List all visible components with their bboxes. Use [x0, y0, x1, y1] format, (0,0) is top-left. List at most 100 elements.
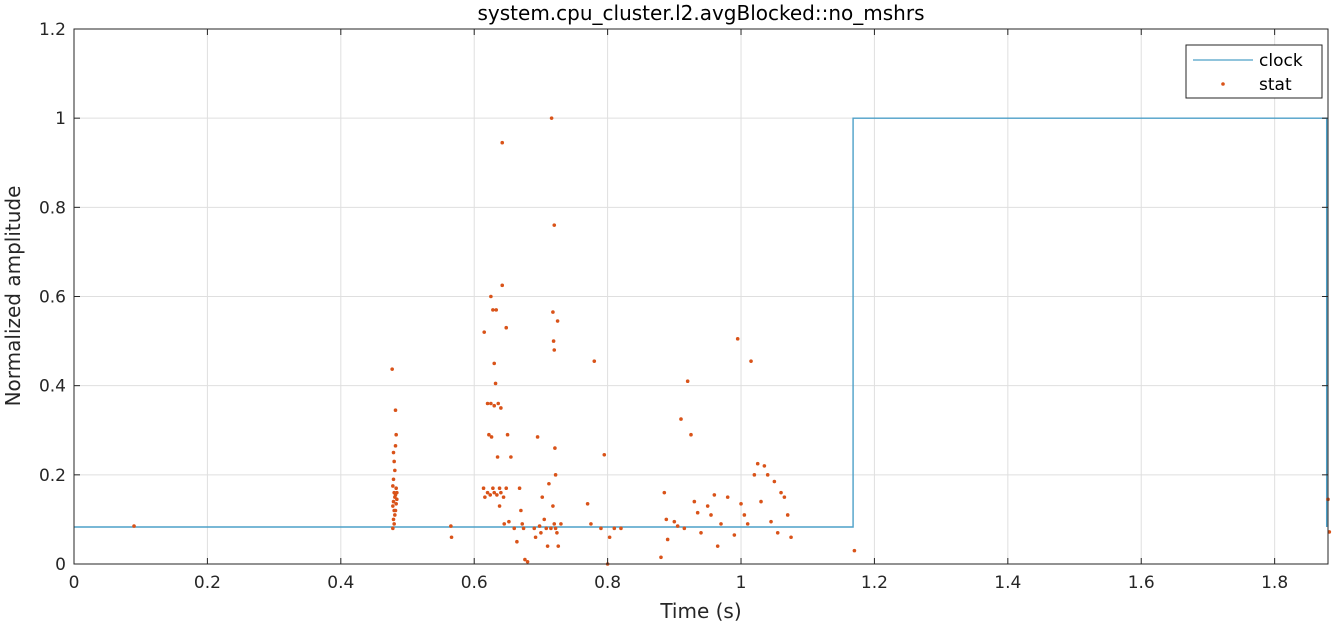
stat-point [449, 524, 453, 528]
stat-point [712, 493, 717, 497]
stat-point [497, 504, 502, 508]
stat-point [394, 486, 398, 491]
stat-point [664, 517, 669, 522]
stat-point [517, 486, 522, 491]
stat-point [494, 308, 499, 312]
stat-point [547, 481, 551, 486]
stat-point [549, 526, 553, 531]
stat-point [519, 508, 523, 513]
stat-point [659, 555, 663, 560]
y-axis-title: Normalized amplitude [1, 186, 25, 407]
x-tick-label: 1.6 [1128, 573, 1155, 593]
x-tick-label: 1 [736, 573, 747, 593]
stat-point [391, 517, 396, 522]
y-tick-label: 0.8 [39, 198, 66, 218]
stat-point [485, 490, 490, 495]
stat-point [709, 513, 713, 517]
stat-point [392, 522, 396, 526]
stat-point [551, 339, 556, 343]
stat-point [545, 544, 550, 548]
stat-point [523, 557, 527, 562]
stat-point [685, 379, 690, 384]
stat-point [489, 294, 493, 299]
stat-point [393, 408, 398, 412]
legend-stat-swatch [1221, 82, 1225, 86]
stat-point [491, 486, 495, 491]
stat-point [852, 548, 857, 553]
stat-point [132, 524, 136, 528]
stat-point [499, 490, 503, 495]
stat-point [539, 530, 543, 535]
stat-point [662, 490, 667, 495]
stat-point [692, 499, 697, 504]
stat-point [394, 502, 398, 506]
stat-point [515, 539, 519, 544]
stat-point [552, 522, 557, 526]
legend-stat-label: stat [1259, 75, 1292, 95]
x-tick-labels: 0 0.2 0.4 0.6 0.8 1 1.2 1.4 1.6 1.8 [69, 573, 1289, 593]
stat-point [492, 361, 497, 366]
stat-point [507, 519, 511, 524]
stat-point [488, 493, 493, 497]
stat-point [765, 473, 770, 477]
stat-point [499, 406, 503, 410]
stat-point [391, 499, 396, 504]
x-tick-label: 1.4 [994, 573, 1021, 593]
stat-point [755, 461, 760, 466]
x-tick-label: 0.6 [461, 573, 488, 593]
y-tick-label: 0.6 [39, 288, 66, 308]
y-tick-labels: 0 0.2 0.4 0.6 0.8 1 1.2 [39, 20, 66, 575]
stat-point [481, 486, 486, 491]
stat-point [665, 537, 670, 542]
stat-point [672, 519, 677, 524]
stat-point [391, 484, 395, 488]
stat-point [769, 519, 773, 524]
stat-point [742, 513, 747, 517]
stat-point [675, 524, 680, 528]
stat-point [495, 493, 499, 497]
clock-line [74, 117, 1328, 528]
series-clock [74, 117, 1328, 528]
stat-point [501, 495, 506, 499]
stat-point [521, 526, 526, 531]
stat-point [504, 325, 509, 330]
x-tick-label: 1.8 [1261, 573, 1288, 593]
stat-point [525, 559, 530, 564]
stat-point [715, 544, 720, 548]
stat-point [735, 337, 740, 341]
legend-box [1185, 44, 1323, 99]
stat-point [555, 530, 559, 535]
stat-point [549, 116, 554, 120]
stat-point [759, 499, 763, 504]
y-tick-label: 0 [55, 555, 66, 575]
stat-point [695, 510, 700, 515]
x-axis-title: Time (s) [659, 599, 741, 623]
stat-point [559, 522, 563, 526]
stat-point [585, 502, 590, 506]
y-tick-label: 1.2 [39, 20, 66, 40]
stat-point [719, 522, 723, 526]
stat-point [556, 544, 561, 548]
stat-point [689, 432, 693, 437]
stat-point [789, 535, 793, 540]
stat-point [492, 490, 497, 495]
stat-point [391, 504, 395, 508]
stat-point [745, 522, 750, 526]
stat-point [391, 526, 395, 531]
stat-point [752, 473, 757, 477]
stat-point [705, 504, 710, 508]
stat-point [553, 526, 558, 531]
chart-title: system.cpu_cluster.l2.avgBlocked::no_msh… [478, 1, 925, 25]
stat-point [551, 504, 555, 508]
stat-point [487, 432, 491, 437]
stat-point [393, 468, 397, 473]
stat-point [395, 490, 399, 495]
stat-point [540, 495, 545, 499]
stat-point [553, 446, 557, 450]
stat-point [495, 455, 500, 459]
stat-point [544, 526, 549, 531]
legend-clock-label: clock [1259, 51, 1303, 71]
stat-point [682, 526, 687, 531]
stat-point [391, 450, 396, 455]
stat-point [532, 526, 537, 531]
